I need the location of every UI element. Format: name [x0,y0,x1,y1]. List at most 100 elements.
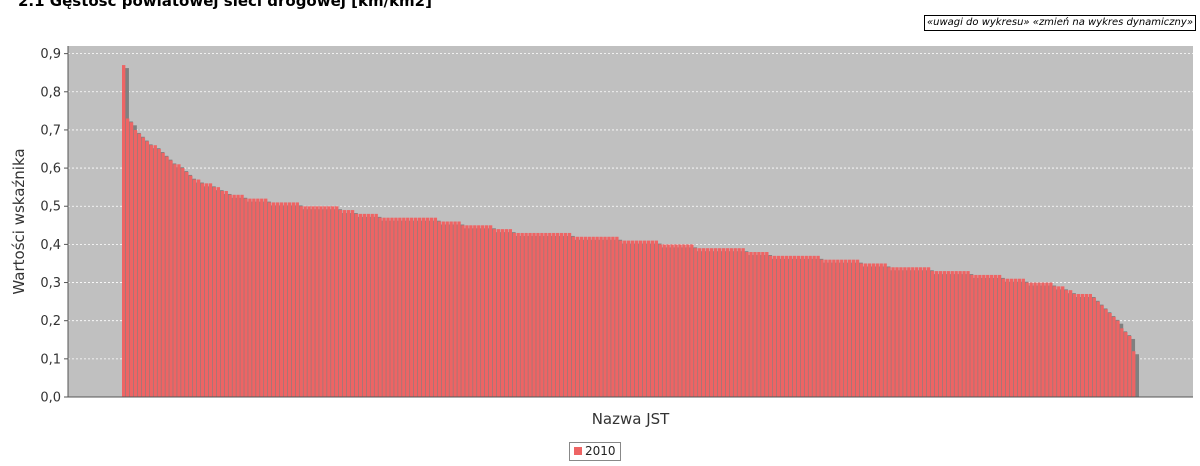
bar [516,232,520,397]
bar [552,232,556,397]
bar [997,274,1002,397]
bar [417,217,422,397]
bar [705,248,710,397]
bar [990,274,994,397]
bar [721,248,726,397]
bar [642,240,647,397]
bar [993,274,998,397]
bar [244,198,248,397]
bar [504,229,509,397]
page-title: 2.1 Gęstość powiatowej sieci drogowej [k… [18,0,432,10]
bar [926,267,931,397]
bar [954,271,958,397]
legend: 2010 [569,442,621,461]
bar [279,202,284,397]
bar [938,271,943,397]
y-tick-label: 0,3 [40,276,61,291]
bar [433,217,438,397]
bar [267,202,272,397]
bar [295,202,299,397]
chart-comments-link[interactable]: «uwagi do wykresu» [926,17,1030,28]
bar [453,221,457,397]
bar [1088,293,1092,397]
bar [520,232,524,397]
chart-links: «uwagi do wykresu» «zmień na wykres dyna… [923,15,1196,31]
bar [630,240,635,397]
bar [836,259,840,397]
bar [729,248,733,397]
bar [1068,290,1073,397]
bar [122,65,126,398]
bar [820,259,824,397]
bar [473,225,477,397]
bar [200,183,205,397]
bar [508,229,513,397]
bar [871,263,875,397]
bar [1057,286,1061,397]
bar [457,221,461,397]
bar [725,248,730,397]
bar [784,255,789,397]
bar [544,232,548,397]
bar [654,240,658,397]
y-tick-label: 0,9 [40,47,61,62]
bar [303,206,307,397]
bar [528,232,532,397]
bar [824,259,828,397]
bar [370,213,374,397]
bar [840,259,844,397]
bar [256,198,260,397]
bar [855,259,860,397]
bar [757,252,761,397]
bar [382,217,386,397]
bar [437,221,441,397]
bar [181,168,185,397]
bar [1076,293,1081,397]
bar [488,225,493,397]
bar [804,255,808,397]
bar [986,274,990,397]
bar [717,248,722,397]
bar [946,271,950,397]
bar [851,259,856,397]
bar [915,267,919,397]
bar [899,267,903,397]
bar [362,213,367,397]
bar [315,206,319,397]
bar [264,198,268,397]
bar [844,259,848,397]
bar [1017,278,1021,397]
bar [232,194,236,397]
y-tick-label: 0,7 [40,123,61,138]
bar [615,236,619,397]
bar-shadow [1135,354,1139,397]
bar [129,122,134,397]
y-axis-label: Wartości wskaźnika [10,148,28,294]
bar [698,248,702,397]
bar [595,236,599,397]
bar [413,217,418,397]
bar [193,179,197,397]
bar [484,225,489,397]
bar [236,194,240,397]
bar [812,255,816,397]
bar [583,236,587,397]
bar [461,225,465,397]
bar [1053,286,1057,397]
bars [122,65,1136,398]
bar [536,232,540,397]
bar [394,217,398,397]
bar [1029,282,1033,397]
bar [410,217,414,397]
bar [662,244,666,397]
chart-dynamic-link[interactable]: «zmień na wykres dynamiczny» [1032,17,1193,28]
y-tick-labels: 0,0 0,1 0,2 0,3 0,4 0,5 0,6 0,7 0,8 0,9 [40,47,61,405]
bar [212,187,217,397]
y-tick-label: 0,4 [40,238,61,253]
bar [887,267,891,397]
bar [133,129,138,397]
bar [974,274,978,397]
y-tick-label: 0,2 [40,314,61,329]
bar [1033,282,1037,397]
bar [934,271,939,397]
